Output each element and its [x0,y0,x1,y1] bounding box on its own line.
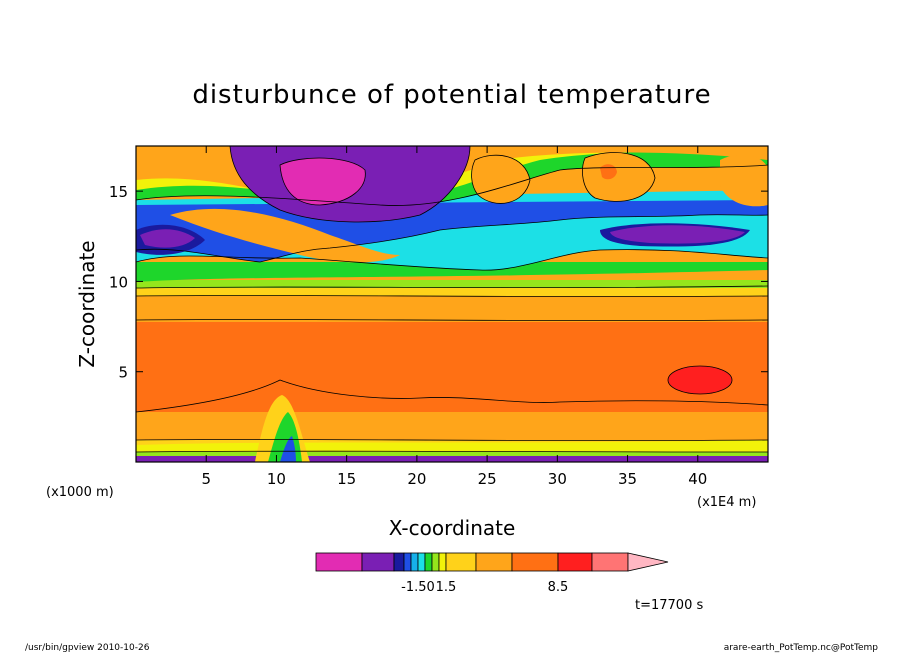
chart-title: disturbunce of potential temperature [192,80,711,110]
colorbar-label: 8.5 [548,580,569,595]
colorbar-segment [424,552,433,572]
y-tick-label: 15 [109,183,128,201]
plot-frame [135,145,769,463]
colorbar-segment [361,552,395,572]
colorbar-label: 1.5 [436,580,457,595]
y-axis-ticks: 5 10 15 [109,183,768,382]
time-label: t=17700 s [635,598,703,613]
footer-left: /usr/bin/gpview 2010-10-26 [25,643,150,653]
x-unit-label: (x1E4 m) [697,495,756,510]
colorbar-segment [315,552,363,572]
colorbar: -1.50 1.5 8.5 [315,552,669,595]
y-axis-label: Z-coordinate [75,240,99,367]
colorbar-end-triangle [627,552,669,572]
x-tick-label: 20 [407,470,426,488]
x-tick-label: 5 [201,470,211,488]
colorbar-segment [403,552,412,572]
colorbar-segment [438,552,447,572]
colorbar-segment [475,552,513,572]
x-axis-ticks: 5 10 15 20 25 30 35 40 [201,146,707,488]
y-tick-label: 10 [109,273,128,291]
x-axis-label: X-coordinate [389,516,516,540]
colorbar-segment [410,552,419,572]
colorbar-segment [445,552,477,572]
x-tick-label: 30 [548,470,567,488]
contour-lines [136,146,768,453]
y-unit-label: (x1000 m) [46,485,114,500]
colorbar-segment [591,552,629,572]
colorbar-segment [431,552,440,572]
colorbar-segment [511,552,559,572]
x-tick-label: 40 [688,470,707,488]
colorbar-label: -1.50 [401,580,435,595]
x-tick-label: 10 [267,470,286,488]
colorbar-segment [557,552,593,572]
x-tick-label: 25 [478,470,497,488]
footer-right: arare-earth_PotTemp.nc@PotTemp [724,643,879,653]
contour-field [136,146,768,462]
x-tick-label: 35 [618,470,637,488]
colorbar-segment [393,552,405,572]
colorbar-segment [417,552,426,572]
x-tick-label: 15 [337,470,356,488]
y-tick-label: 5 [118,364,128,382]
